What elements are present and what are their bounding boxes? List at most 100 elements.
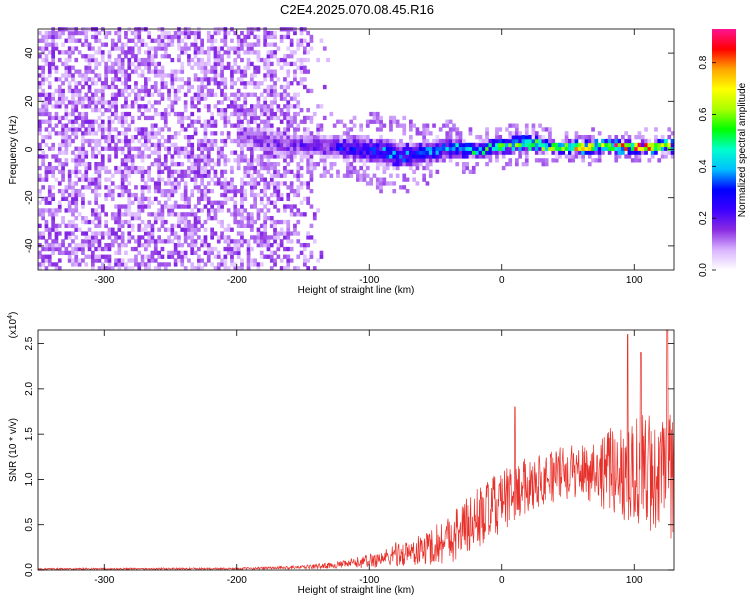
spectrogram-cell — [213, 216, 218, 221]
spectrogram-cell — [392, 162, 397, 167]
spectrogram-cell — [203, 142, 208, 148]
spectrogram-cell — [137, 38, 142, 43]
spectrogram-cell — [574, 150, 579, 155]
spectrogram-cell — [200, 138, 204, 144]
spectrogram-cell — [276, 108, 281, 113]
spectrogram-cell — [54, 243, 59, 248]
spectrogram-cell — [577, 150, 582, 155]
spectrogram-cell — [418, 158, 423, 163]
spectrogram-cell — [134, 69, 138, 74]
spectrogram-cell — [110, 181, 115, 186]
spectrogram-cell — [203, 173, 208, 178]
spectrogram-cell — [402, 185, 407, 190]
spectrogram-cell — [127, 123, 132, 128]
spectrogram-cell — [193, 219, 198, 225]
spectrogram-cell — [41, 158, 45, 163]
spectrogram-cell — [44, 258, 49, 263]
spectrogram-cell — [491, 142, 496, 148]
spectrogram-cell — [147, 196, 151, 201]
spectrogram-cell — [213, 131, 218, 136]
spectrogram-cell — [163, 227, 168, 232]
spectrogram-cell — [309, 146, 314, 151]
spectrogram-cell — [190, 239, 195, 244]
spectrogram-cell — [296, 173, 301, 178]
spectrogram-cell — [200, 169, 204, 174]
spectrogram-cell — [273, 173, 277, 178]
spectrogram-cell — [187, 138, 191, 144]
spectrogram-cell — [144, 50, 148, 55]
spectrogram-cell — [253, 65, 257, 70]
spectrogram-cell — [534, 150, 539, 155]
spectrogram-cell — [226, 243, 231, 248]
spectrogram-cell — [177, 258, 181, 263]
spectrogram-cell — [240, 219, 244, 225]
spectrogram-cell — [193, 73, 198, 78]
spectrogram-cell — [124, 84, 128, 90]
spectrogram-cell — [389, 154, 393, 159]
spectrogram-cell — [144, 246, 148, 252]
spectrogram-cell — [452, 123, 456, 128]
spectrogram-cell — [47, 115, 52, 121]
spectrogram-cell — [253, 177, 257, 182]
spectrogram-cell — [57, 142, 62, 148]
spectrogram-cell — [243, 96, 248, 101]
spectrogram-cell — [329, 165, 334, 171]
spectrogram-cell — [170, 104, 175, 109]
spectrogram-cell — [269, 162, 274, 167]
spectrogram-cell — [180, 123, 185, 128]
spectrogram-cell — [667, 135, 672, 140]
spectrogram-cell — [97, 50, 102, 55]
spectrogram-cell — [197, 115, 201, 121]
spectrogram-cell — [57, 92, 62, 97]
spectrogram-cell — [41, 73, 45, 78]
spectrogram-cell — [120, 46, 125, 51]
spectrogram-cell — [303, 46, 307, 51]
spectrogram-cell — [263, 219, 267, 225]
spectrogram-cell — [269, 219, 274, 225]
spectrogram-cell — [190, 154, 195, 159]
spectrogram-cell — [183, 169, 188, 174]
spectrogram-cell — [369, 138, 373, 144]
spectrogram-cell — [389, 146, 393, 151]
spectrogram-cell — [226, 46, 231, 51]
spectrogram-cell — [120, 50, 125, 55]
colorbar-tick-label: 0.0 — [698, 263, 709, 277]
spectrogram-cell — [147, 223, 151, 228]
spectrogram-cell — [269, 181, 274, 186]
spectrogram-cell — [306, 50, 310, 55]
spectrogram-cell — [289, 61, 294, 67]
spectrogram-cell — [130, 227, 135, 232]
spectrogram-cell — [77, 192, 82, 198]
spectrogram-cell — [64, 138, 69, 144]
spectrogram-cell — [462, 169, 466, 174]
spectrogram-cell — [124, 50, 128, 55]
spectrogram-cell — [259, 111, 264, 117]
spectrogram-cell — [233, 262, 238, 267]
spectrogram-cell — [296, 231, 301, 236]
spectrogram-cell — [266, 246, 271, 252]
spectrogram-cell — [120, 61, 125, 67]
spectrogram-cell — [296, 111, 301, 117]
spectrogram-cell — [365, 135, 370, 140]
spectrogram-cell — [266, 119, 271, 124]
spectrogram-cell — [193, 46, 198, 51]
spectrogram-cell — [167, 88, 171, 94]
spectrogram-cell — [94, 138, 98, 144]
spectrogram-cell — [117, 138, 122, 144]
spectrogram-cell — [303, 77, 307, 82]
spectrogram-cell — [107, 246, 112, 252]
spectrogram-cell — [124, 262, 128, 267]
spectrogram-cell — [147, 165, 151, 171]
spectrogram-cell — [266, 84, 271, 90]
spectrogram-cell — [91, 254, 95, 259]
spectrogram-cell — [279, 138, 284, 144]
spectrogram-cell — [64, 223, 69, 228]
spectrogram-cell — [309, 223, 314, 228]
spectrogram-cell — [137, 239, 142, 244]
spectrogram-cell — [597, 131, 602, 136]
spectrogram-cell — [243, 73, 248, 78]
spectrogram-cell — [240, 138, 244, 144]
spectrogram-cell — [286, 46, 291, 51]
spectrogram-cell — [412, 169, 416, 174]
spectrogram-cell — [44, 239, 49, 244]
